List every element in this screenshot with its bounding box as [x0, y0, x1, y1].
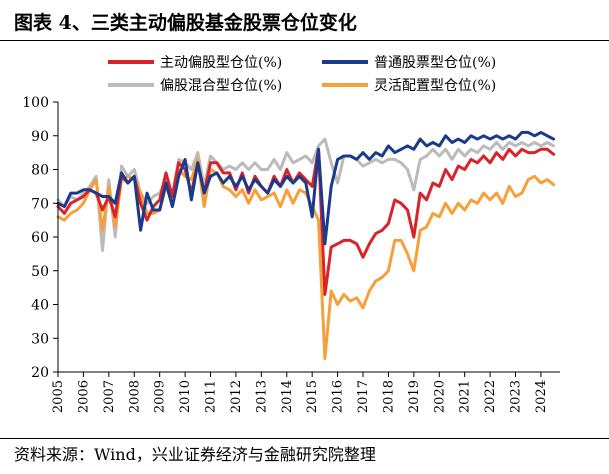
chart-legend: 主动偏股型仓位(%) 普通股票型仓位(%) 偏股混合型仓位(%) 灵活配置型仓位(%)	[108, 55, 496, 94]
x-tick-label: 2006	[76, 380, 91, 413]
source-rule	[0, 438, 609, 439]
x-tick-label: 2013	[254, 380, 269, 413]
x-tick-label: 2016	[331, 380, 346, 413]
x-tick-label: 2014	[280, 380, 295, 413]
y-tick-label: 90	[31, 129, 49, 145]
y-tick-label: 80	[31, 163, 49, 179]
line-chart: 主动偏股型仓位(%) 普通股票型仓位(%) 偏股混合型仓位(%) 灵活配置型仓位(%)…	[22, 55, 560, 413]
chart-axes: 20 30 40 50 60 70 80 90 100 2005 2006 2007 2008 2009 2…	[22, 95, 560, 413]
x-tick-label: 2024	[534, 380, 549, 413]
x-tick-label: 2007	[102, 380, 117, 413]
x-tick-label: 2005	[51, 380, 66, 413]
legend-label-3: 偏股混合型仓位(%)	[160, 78, 282, 94]
x-tick-label: 2012	[229, 380, 244, 413]
x-tick-label: 2017	[356, 380, 371, 413]
y-tick-label: 40	[31, 298, 49, 314]
y-tick-label: 60	[31, 230, 49, 246]
legend-label-1: 主动偏股型仓位(%)	[160, 55, 282, 71]
y-tick-label: 100	[22, 95, 49, 111]
x-tick-label: 2011	[204, 380, 219, 413]
x-tick-label: 2018	[381, 380, 396, 413]
x-tick-label: 2015	[305, 380, 320, 413]
source-note: 资料来源：Wind，兴业证券经济与金融研究院整理	[14, 445, 376, 464]
y-tick-label: 30	[31, 331, 49, 347]
legend-label-2: 普通股票型仓位(%)	[374, 55, 496, 71]
title-rule	[0, 40, 609, 41]
x-tick-label: 2020	[432, 380, 447, 413]
x-tick-label: 2008	[127, 380, 142, 413]
x-tick-label: 2019	[407, 380, 422, 413]
x-tick-label: 2023	[509, 380, 524, 413]
x-tick-label: 2009	[153, 380, 168, 413]
y-tick-label: 50	[31, 264, 49, 280]
y-tick-label: 70	[31, 196, 49, 212]
x-tick-label: 2021	[458, 380, 473, 413]
y-tick-label: 20	[31, 365, 49, 381]
legend-label-4: 灵活配置型仓位(%)	[374, 78, 496, 94]
figure-title: 图表 4、三类主动偏股基金股票仓位变化	[14, 12, 357, 34]
x-tick-label: 2010	[178, 380, 193, 413]
series-line-2	[56, 130, 556, 246]
x-tick-label: 2022	[483, 380, 498, 413]
series-line-4	[56, 157, 556, 360]
series-line-1	[56, 147, 556, 296]
series-layer	[56, 130, 556, 360]
